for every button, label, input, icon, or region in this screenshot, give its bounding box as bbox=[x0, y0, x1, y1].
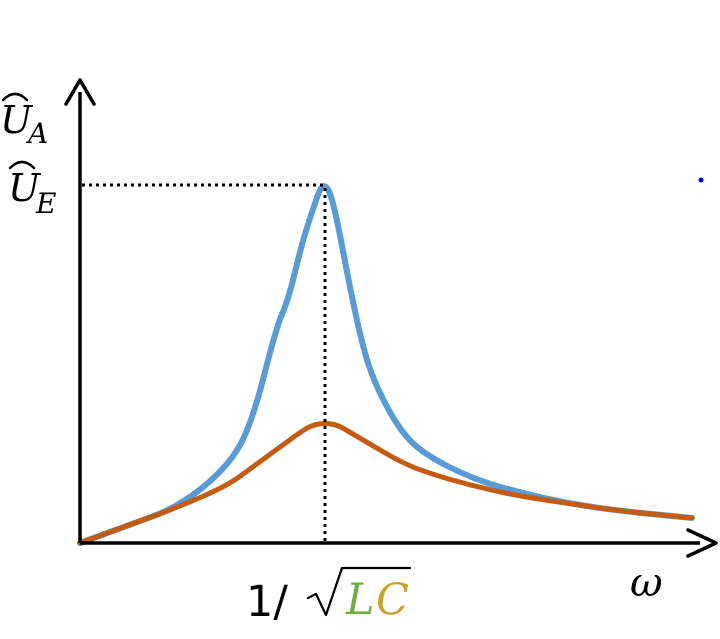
y-reference-label-sub: E bbox=[35, 187, 56, 220]
series-line-orange bbox=[77, 421, 695, 546]
series-line-blue bbox=[77, 183, 695, 546]
x-axis-label: ω bbox=[630, 560, 663, 606]
x-reference-L: L bbox=[345, 575, 375, 625]
y-axis-label: U A bbox=[0, 92, 48, 150]
x-reference-label: 1/ L C bbox=[246, 566, 412, 627]
y-axis-arrow bbox=[64, 78, 96, 106]
x-axis-arrow bbox=[686, 528, 718, 558]
plot-lines bbox=[77, 183, 695, 546]
y-reference-label: U E bbox=[8, 160, 56, 220]
y-axis-label-base: U bbox=[0, 98, 34, 142]
y-reference-label-base: U bbox=[8, 166, 42, 210]
x-reference-prefix: 1/ bbox=[246, 577, 288, 627]
y-axis-label-sub: A bbox=[25, 117, 48, 150]
stray-dot bbox=[698, 177, 704, 183]
x-reference-C: C bbox=[376, 575, 409, 625]
